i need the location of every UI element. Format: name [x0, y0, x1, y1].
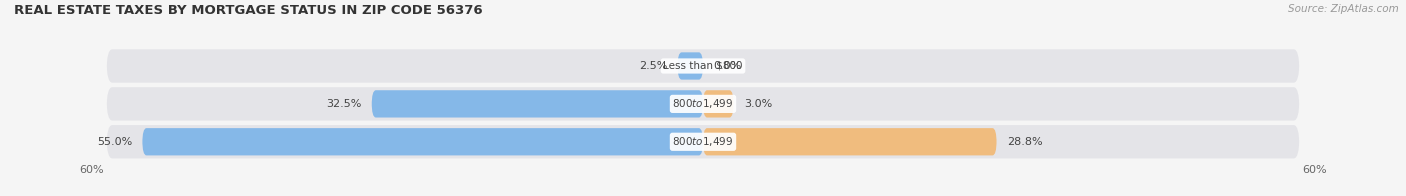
- FancyBboxPatch shape: [107, 125, 1299, 158]
- FancyBboxPatch shape: [703, 90, 734, 118]
- Text: 55.0%: 55.0%: [97, 137, 132, 147]
- FancyBboxPatch shape: [142, 128, 703, 155]
- Text: $800 to $1,499: $800 to $1,499: [672, 135, 734, 148]
- Text: 32.5%: 32.5%: [326, 99, 361, 109]
- Text: 2.5%: 2.5%: [638, 61, 668, 71]
- FancyBboxPatch shape: [107, 49, 1299, 83]
- Text: Source: ZipAtlas.com: Source: ZipAtlas.com: [1288, 4, 1399, 14]
- Text: 3.0%: 3.0%: [744, 99, 772, 109]
- Text: 0.0%: 0.0%: [713, 61, 741, 71]
- Text: Less than $800: Less than $800: [664, 61, 742, 71]
- FancyBboxPatch shape: [678, 52, 703, 80]
- Text: $800 to $1,499: $800 to $1,499: [672, 97, 734, 110]
- FancyBboxPatch shape: [107, 87, 1299, 121]
- FancyBboxPatch shape: [703, 128, 997, 155]
- Text: REAL ESTATE TAXES BY MORTGAGE STATUS IN ZIP CODE 56376: REAL ESTATE TAXES BY MORTGAGE STATUS IN …: [14, 4, 482, 17]
- FancyBboxPatch shape: [371, 90, 703, 118]
- Text: 28.8%: 28.8%: [1007, 137, 1042, 147]
